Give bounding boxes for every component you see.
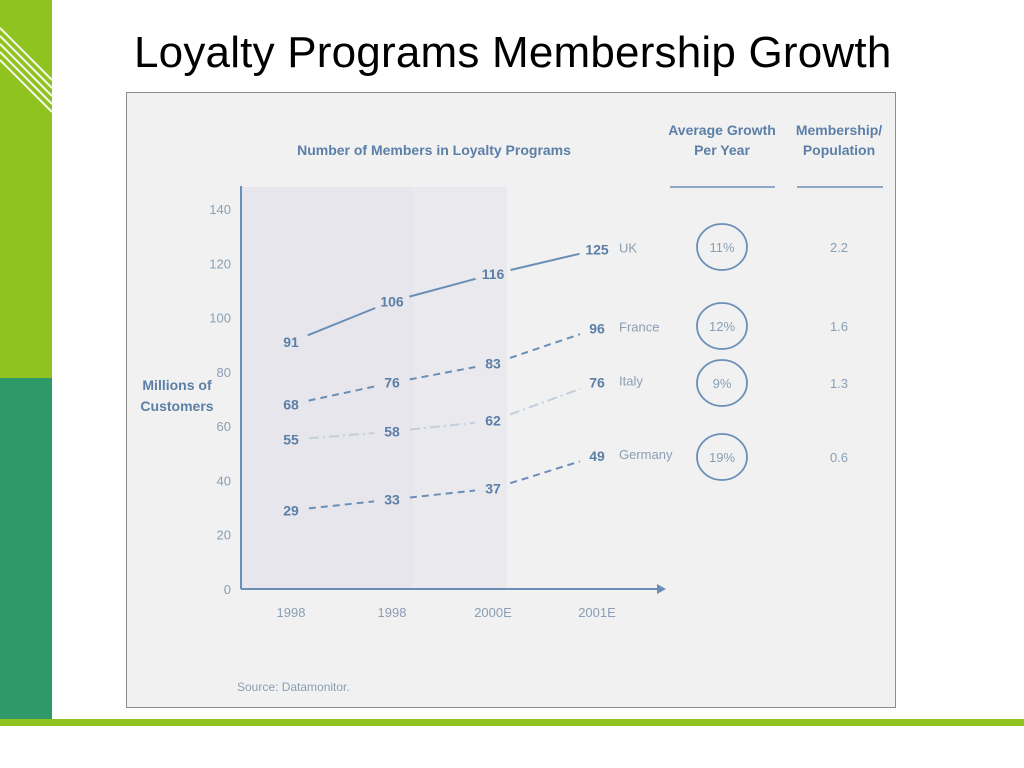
series-name-uk: UK — [619, 241, 637, 256]
series-line-uk — [307, 252, 580, 337]
chart: Number of Members in Loyalty Programs Av… — [140, 122, 883, 694]
avg-growth-value-germany: 19% — [709, 450, 735, 465]
data-label-uk: 106 — [380, 293, 404, 309]
x-axis-arrow-icon — [657, 584, 666, 594]
membership-header-line2: Population — [803, 142, 875, 158]
data-label-uk: 125 — [585, 242, 609, 258]
avg-growth-value-italy: 9% — [713, 376, 732, 391]
data-label-germany: 29 — [283, 502, 299, 518]
data-label-france: 76 — [384, 375, 400, 391]
data-label-germany: 49 — [589, 448, 605, 464]
y-tick-label: 40 — [217, 473, 231, 488]
y-tick-label: 100 — [209, 311, 231, 326]
data-label-germany: 37 — [485, 481, 501, 497]
x-tick-label: 1998 — [277, 605, 306, 620]
series-line-france — [308, 333, 581, 402]
y-tick-label: 0 — [224, 582, 231, 597]
avg-growth-value-uk: 11% — [709, 240, 734, 255]
x-tick-label: 2000E — [474, 605, 512, 620]
y-axis-label-line2: Customers — [140, 398, 213, 414]
x-tick-label: 2001E — [578, 605, 616, 620]
data-label-italy: 76 — [589, 375, 605, 391]
avg-growth-circle-germany — [696, 433, 748, 481]
data-label-italy: 58 — [384, 424, 400, 440]
avg-growth-circle-france — [696, 302, 748, 350]
y-axis-label-line1: Millions of — [142, 377, 212, 393]
y-tick-label: 140 — [209, 202, 231, 217]
membership-header-line1: Membership/ — [796, 122, 882, 138]
membership-population-germany: 0.6 — [830, 450, 848, 465]
bottom-rule — [0, 719, 1024, 726]
plot-band-2 — [413, 187, 507, 589]
decorative-diagonal-lines — [0, 27, 53, 113]
source-note: Source: Datamonitor. — [237, 680, 350, 694]
slide-title: Loyalty Programs Membership Growth — [134, 28, 892, 77]
y-tick-label: 120 — [209, 256, 231, 271]
y-tick-label: 20 — [217, 528, 231, 543]
avg-growth-circle-uk — [696, 223, 748, 271]
data-label-uk: 116 — [482, 266, 505, 282]
membership-population-uk: 2.2 — [830, 240, 848, 255]
data-label-france: 96 — [589, 320, 605, 336]
data-label-germany: 33 — [384, 491, 400, 507]
chart-title: Number of Members in Loyalty Programs — [297, 142, 571, 158]
series-name-italy: Italy — [619, 374, 643, 389]
chart-panel: Number of Members in Loyalty Programs Av… — [126, 92, 896, 708]
y-tick-label: 60 — [217, 419, 231, 434]
data-label-italy: 62 — [485, 413, 501, 429]
x-tick-label: 1998 — [378, 605, 407, 620]
series-name-germany: Germany — [619, 447, 673, 462]
membership-population-france: 1.6 — [830, 319, 848, 334]
data-label-france: 68 — [283, 396, 299, 412]
data-label-uk: 91 — [283, 334, 299, 350]
data-label-italy: 55 — [283, 432, 299, 448]
data-label-france: 83 — [485, 356, 501, 372]
series-line-germany — [308, 460, 581, 510]
series-line-italy — [308, 387, 581, 440]
avg-growth-circle-italy — [696, 359, 748, 407]
y-tick-label: 80 — [217, 365, 231, 380]
avg-growth-header-line1: Average Growth — [668, 122, 776, 138]
decorative-strip-bottom — [0, 378, 52, 720]
series-name-france: France — [619, 319, 659, 334]
avg-growth-header-line2: Per Year — [694, 142, 750, 158]
avg-growth-value-france: 12% — [709, 319, 735, 334]
plot-band-1 — [241, 187, 413, 589]
membership-population-italy: 1.3 — [830, 376, 848, 391]
